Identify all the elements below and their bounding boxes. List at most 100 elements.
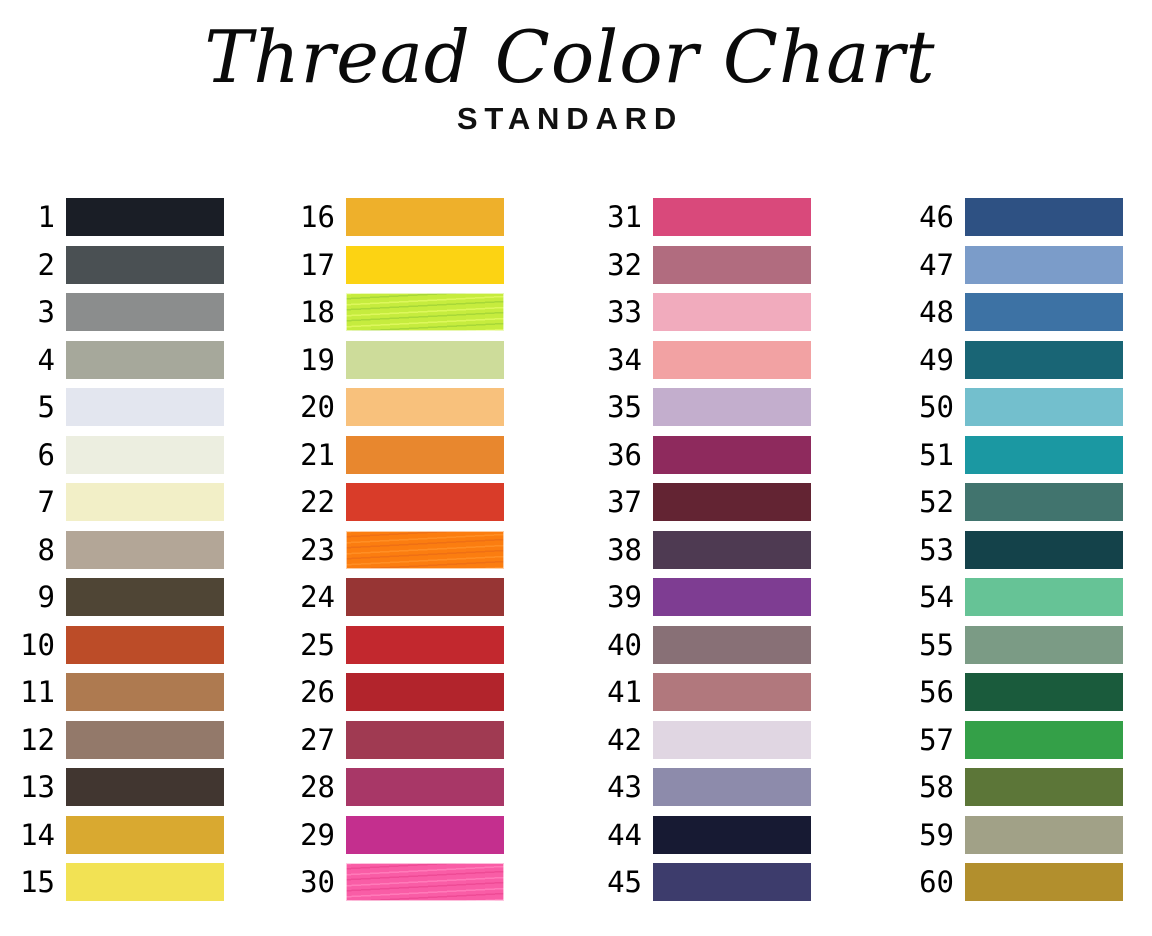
swatch-row: 21 — [288, 435, 504, 474]
swatch-column: 31 32 33 34 35 36 37 38 39 40 41 42 43 44 45 — [595, 198, 811, 911]
color-swatch — [653, 483, 811, 521]
color-swatch — [66, 673, 224, 711]
swatch-row: 16 — [288, 198, 504, 236]
color-swatch — [66, 720, 224, 759]
swatch-row: 43 — [595, 768, 811, 806]
thread-number: 21 — [300, 437, 335, 472]
swatch-row: 28 — [288, 768, 504, 806]
color-swatch — [346, 863, 504, 901]
color-swatch — [965, 863, 1123, 901]
thread-number: 22 — [300, 485, 335, 519]
thread-number: 25 — [300, 627, 335, 662]
thread-number: 46 — [919, 200, 954, 234]
thread-number: 56 — [919, 675, 954, 709]
swatch-row: 27 — [288, 720, 504, 759]
thread-number: 36 — [607, 437, 642, 472]
swatch-row: 10 — [8, 625, 224, 664]
chart-header: Thread Color Chart STANDARD — [0, 0, 1140, 137]
color-swatch — [653, 863, 811, 901]
color-swatch — [965, 673, 1123, 711]
thread-number: 10 — [20, 627, 55, 662]
thread-number: 39 — [607, 580, 642, 614]
thread-number: 47 — [919, 247, 954, 282]
swatch-row: 7 — [8, 483, 224, 521]
color-swatch — [653, 198, 811, 236]
swatch-column: 46 47 48 49 50 51 52 53 54 55 56 57 58 59 60 — [907, 198, 1123, 911]
color-swatch — [66, 293, 224, 331]
swatch-row: 47 — [907, 245, 1123, 284]
thread-number: 45 — [607, 865, 642, 899]
swatch-row: 39 — [595, 578, 811, 616]
page-title: Thread Color Chart — [204, 15, 936, 99]
swatch-row: 29 — [288, 815, 504, 854]
color-swatch — [346, 530, 504, 569]
page-subtitle: STANDARD — [456, 101, 684, 137]
thread-number: 53 — [919, 532, 954, 567]
thread-number: 38 — [607, 532, 642, 567]
swatch-row: 5 — [8, 388, 224, 426]
swatch-row: 49 — [907, 340, 1123, 379]
thread-number: 44 — [607, 817, 642, 852]
color-swatch — [965, 340, 1123, 379]
swatch-row: 20 — [288, 388, 504, 426]
swatch-row: 13 — [8, 768, 224, 806]
color-swatch — [965, 483, 1123, 521]
swatch-column: 1 2 3 4 5 6 7 8 9 10 11 12 13 14 15 — [8, 198, 224, 911]
color-swatch — [965, 625, 1123, 664]
swatch-row: 6 — [8, 435, 224, 474]
swatch-row: 55 — [907, 625, 1123, 664]
swatch-row: 25 — [288, 625, 504, 664]
thread-number: 48 — [919, 295, 954, 329]
color-swatch — [346, 245, 504, 284]
swatch-row: 4 — [8, 340, 224, 379]
color-swatch — [66, 530, 224, 569]
swatch-row: 32 — [595, 245, 811, 284]
thread-number: 18 — [300, 295, 335, 329]
thread-number: 26 — [300, 675, 335, 709]
swatch-row: 51 — [907, 435, 1123, 474]
thread-number: 42 — [607, 722, 642, 757]
thread-number: 8 — [37, 532, 55, 567]
color-swatch — [965, 245, 1123, 284]
thread-number: 1 — [37, 200, 55, 234]
color-swatch — [653, 625, 811, 664]
thread-number: 7 — [37, 485, 55, 519]
thread-number: 15 — [20, 865, 55, 899]
thread-number: 58 — [919, 770, 954, 804]
color-swatch — [66, 435, 224, 474]
thread-number: 55 — [919, 627, 954, 662]
color-swatch — [66, 863, 224, 901]
thread-number: 4 — [37, 342, 55, 377]
thread-number: 19 — [300, 342, 335, 377]
swatch-row: 38 — [595, 530, 811, 569]
color-swatch — [66, 388, 224, 426]
thread-number: 30 — [300, 865, 335, 899]
swatch-grid: 1 2 3 4 5 6 7 8 9 10 11 12 13 14 15 16 17 18 19 20 21 22 23 24 2… — [0, 198, 1152, 918]
thread-number: 54 — [919, 580, 954, 614]
color-swatch — [653, 293, 811, 331]
swatch-row: 37 — [595, 483, 811, 521]
color-swatch — [965, 388, 1123, 426]
swatch-row: 48 — [907, 293, 1123, 331]
swatch-row: 46 — [907, 198, 1123, 236]
thread-number: 29 — [300, 817, 335, 852]
swatch-row: 52 — [907, 483, 1123, 521]
swatch-row: 42 — [595, 720, 811, 759]
color-swatch — [653, 578, 811, 616]
color-swatch — [346, 673, 504, 711]
swatch-row: 36 — [595, 435, 811, 474]
swatch-row: 59 — [907, 815, 1123, 854]
color-swatch — [346, 578, 504, 616]
color-swatch — [66, 483, 224, 521]
thread-number: 40 — [607, 627, 642, 662]
color-swatch — [346, 340, 504, 379]
color-swatch — [346, 435, 504, 474]
swatch-row: 17 — [288, 245, 504, 284]
thread-number: 16 — [300, 200, 335, 234]
color-swatch — [965, 435, 1123, 474]
swatch-row: 57 — [907, 720, 1123, 759]
swatch-row: 45 — [595, 863, 811, 901]
color-swatch — [653, 340, 811, 379]
color-swatch — [965, 293, 1123, 331]
color-swatch — [66, 340, 224, 379]
